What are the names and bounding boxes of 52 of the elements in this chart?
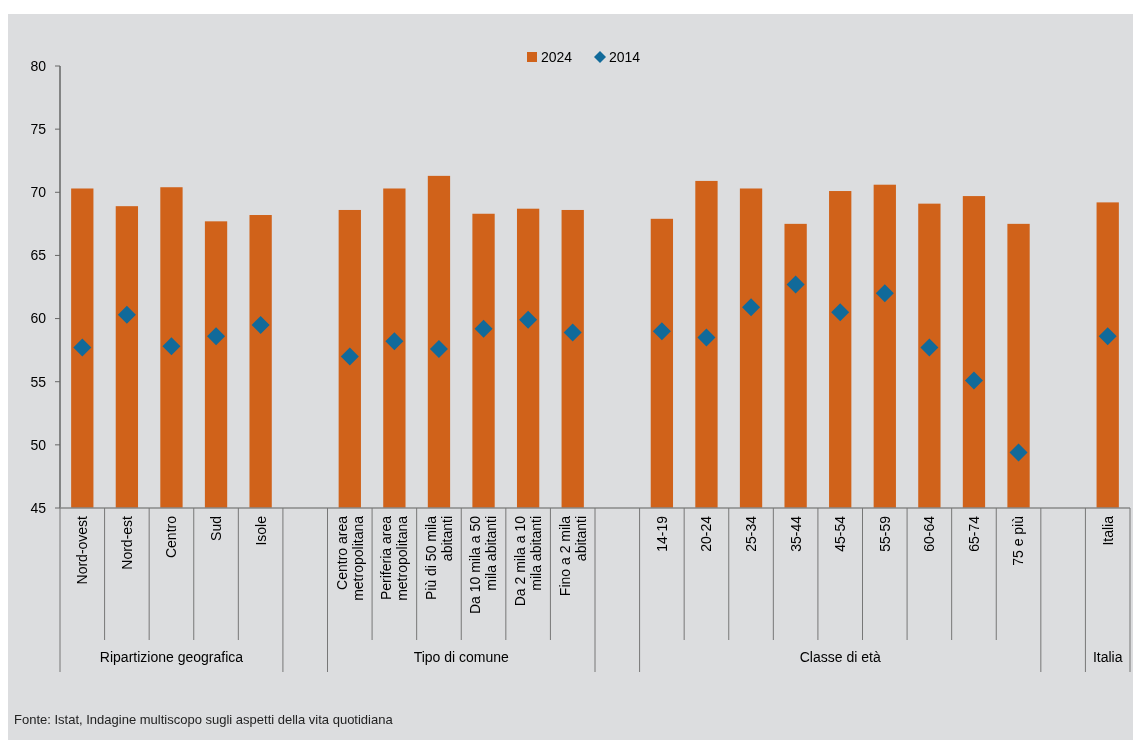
point [73, 338, 92, 357]
point [1098, 327, 1117, 346]
x-tick-label: 20-24 [698, 515, 715, 552]
x-tick-label: 25-34 [742, 515, 759, 552]
point [207, 327, 226, 346]
point [697, 328, 716, 347]
point [652, 322, 671, 341]
x-tick-label: 14-19 [653, 515, 670, 552]
point [920, 338, 939, 357]
y-tick-label: 65 [30, 247, 47, 264]
x-tick-label: 35-44 [787, 515, 804, 552]
y-tick-label: 60 [30, 310, 47, 327]
x-tick-label: 65-74 [965, 515, 982, 552]
point [563, 323, 582, 342]
point [162, 337, 181, 356]
y-tick-label: 80 [30, 57, 47, 74]
x-tick-label: Centro [163, 515, 180, 559]
point [340, 347, 359, 366]
point [429, 339, 448, 358]
x-tick-label: 55-59 [876, 515, 893, 552]
x-tick-label: Isole [252, 515, 269, 546]
point [964, 371, 983, 390]
y-tick-label: 55 [30, 373, 47, 390]
x-tick-label: 60-64 [921, 515, 938, 552]
x-tick-label: Nord-est [118, 515, 135, 570]
source-note: Fonte: Istat, Indagine multiscopo sugli aspetti della vita quotidiana [14, 712, 394, 727]
point [385, 332, 404, 351]
text: Italia [1092, 649, 1123, 665]
text: Classe di età [799, 649, 881, 665]
point [831, 303, 850, 322]
text: Ripartizione geografica [99, 649, 244, 665]
point [251, 315, 270, 334]
legend-label: 2024 [541, 48, 573, 65]
text: Tipo di comune [413, 649, 510, 665]
y-tick-label: 50 [30, 436, 47, 453]
point [875, 284, 894, 303]
x-tick-label: 75 e più [1010, 516, 1027, 566]
y-tick-label: 70 [30, 184, 47, 201]
x-tick-label: Sud [207, 516, 224, 541]
legend-label: 2014 [609, 48, 641, 65]
y-tick-label: 75 [30, 121, 47, 138]
y-tick-label: 45 [30, 499, 47, 516]
x-tick-label: Nord-ovest [74, 515, 91, 585]
x-tick-label: Italia [1099, 515, 1116, 546]
point [742, 298, 761, 317]
x-tick-label: Centro area metropolitana [333, 515, 366, 601]
point [786, 275, 805, 294]
point [474, 319, 493, 338]
point [519, 310, 538, 329]
point [1009, 443, 1028, 462]
x-tick-label: 45-54 [832, 515, 849, 552]
point [117, 305, 136, 324]
